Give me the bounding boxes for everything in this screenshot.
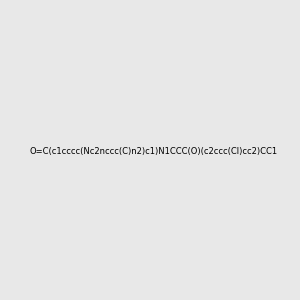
Text: O=C(c1cccc(Nc2nccc(C)n2)c1)N1CCC(O)(c2ccc(Cl)cc2)CC1: O=C(c1cccc(Nc2nccc(C)n2)c1)N1CCC(O)(c2cc…: [30, 147, 278, 156]
